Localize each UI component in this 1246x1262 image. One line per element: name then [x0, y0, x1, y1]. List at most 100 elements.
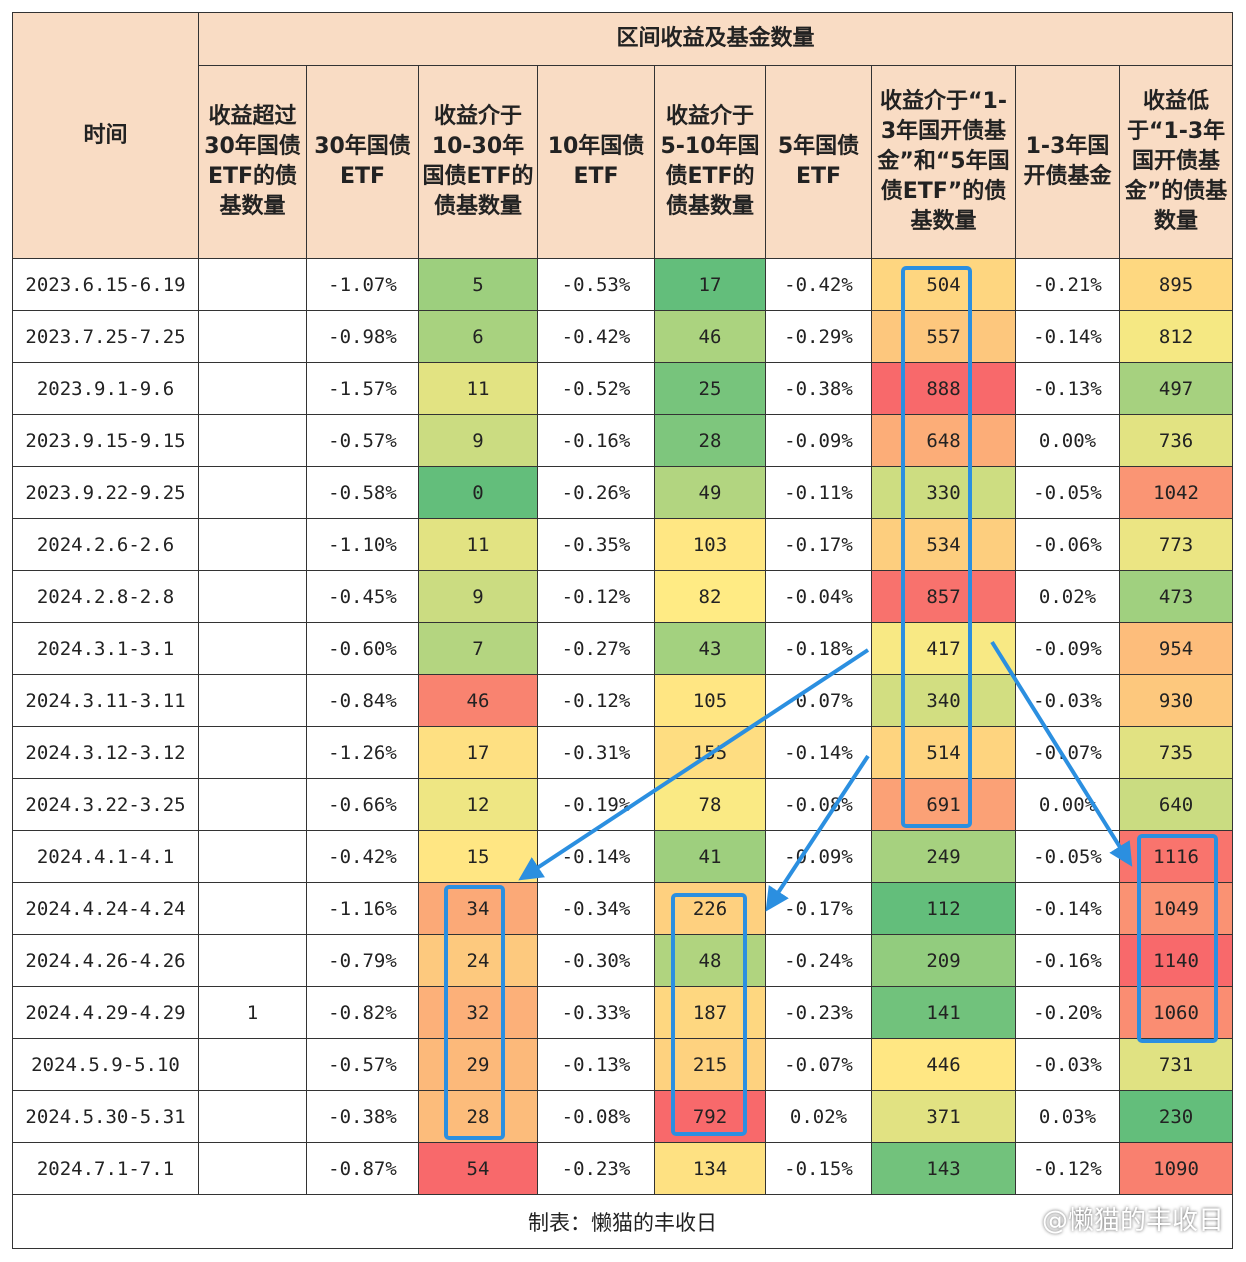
- value-cell: -0.12%: [537, 570, 655, 623]
- date-cell: 2024.7.1-7.1: [12, 1142, 199, 1195]
- footer: 制表：懒猫的丰收日: [11, 1194, 1234, 1249]
- value-cell: 9: [418, 414, 538, 467]
- value-cell: 534: [871, 518, 1016, 571]
- header-cell: 收益低于“1-3年国开债基金”的债基数量: [1118, 65, 1234, 259]
- date-cell: 2023.9.1-9.6: [12, 362, 199, 415]
- value-cell: 28: [418, 1090, 538, 1143]
- value-cell: 0.02%: [765, 1090, 872, 1143]
- value-cell: -0.14%: [1015, 882, 1120, 935]
- value-cell: -0.09%: [765, 830, 872, 883]
- header-cell: 1-3年国开债基金: [1015, 65, 1120, 259]
- value-cell: -0.57%: [306, 1038, 419, 1091]
- date-cell: 2023.6.15-6.19: [12, 258, 199, 311]
- value-cell: -0.79%: [306, 934, 419, 987]
- value-cell: 215: [654, 1038, 766, 1091]
- value-cell: -1.07%: [306, 258, 419, 311]
- value-cell: -0.42%: [537, 310, 655, 363]
- value-cell: [198, 570, 307, 623]
- value-cell: 48: [654, 934, 766, 987]
- value-cell: -0.16%: [537, 414, 655, 467]
- value-cell: 7: [418, 622, 538, 675]
- value-cell: -0.30%: [537, 934, 655, 987]
- value-cell: -0.09%: [765, 414, 872, 467]
- watermark: @懒猫的丰收日: [1041, 1206, 1224, 1236]
- value-cell: -0.20%: [1015, 986, 1120, 1039]
- value-cell: 497: [1118, 362, 1234, 415]
- value-cell: -0.34%: [537, 882, 655, 935]
- value-cell: 226: [654, 882, 766, 935]
- value-cell: -0.53%: [537, 258, 655, 311]
- value-cell: [198, 466, 307, 519]
- value-cell: 504: [871, 258, 1016, 311]
- date-cell: 2023.9.15-9.15: [12, 414, 199, 467]
- header-cell: 收益介于10-30年国债ETF的债基数量: [418, 65, 538, 259]
- value-cell: -0.14%: [1015, 310, 1120, 363]
- data-table: 时间 区间收益及基金数量 收益超过30年国债ETF的债基数量 30年国债ETF …: [11, 12, 1234, 1249]
- value-cell: 1042: [1118, 466, 1234, 519]
- value-cell: -0.13%: [537, 1038, 655, 1091]
- value-cell: -0.60%: [306, 622, 419, 675]
- value-cell: -0.07%: [765, 674, 872, 727]
- header-cell: 收益介于“1-3年国开债基金”和“5年国债ETF”的债基数量: [871, 65, 1016, 259]
- value-cell: 691: [871, 778, 1016, 831]
- value-cell: 340: [871, 674, 1016, 727]
- value-cell: -0.29%: [765, 310, 872, 363]
- date-cell: 2024.3.1-3.1: [12, 622, 199, 675]
- value-cell: 78: [654, 778, 766, 831]
- value-cell: 1090: [1118, 1142, 1234, 1195]
- table-row: 2024.5.30-5.31 -0.38% 28 -0.08% 792 0.02% 371 0…: [12, 1090, 1234, 1143]
- value-cell: -0.07%: [765, 1038, 872, 1091]
- value-cell: -0.05%: [1015, 830, 1120, 883]
- value-cell: 640: [1118, 778, 1234, 831]
- value-cell: 105: [654, 674, 766, 727]
- value-cell: -0.82%: [306, 986, 419, 1039]
- value-cell: 731: [1118, 1038, 1234, 1091]
- header-cell: 收益介于5-10年国债ETF的债基数量: [654, 65, 766, 259]
- value-cell: 46: [654, 310, 766, 363]
- value-cell: 15: [418, 830, 538, 883]
- value-cell: 24: [418, 934, 538, 987]
- value-cell: 0.00%: [1015, 778, 1120, 831]
- value-cell: -0.19%: [537, 778, 655, 831]
- table-row: 2024.7.1-7.1 -0.87% 54 -0.23% 134 -0.15% 143 -0…: [12, 1142, 1234, 1195]
- value-cell: [198, 518, 307, 571]
- value-cell: 141: [871, 986, 1016, 1039]
- value-cell: -1.57%: [306, 362, 419, 415]
- value-cell: -0.09%: [1015, 622, 1120, 675]
- value-cell: 41: [654, 830, 766, 883]
- value-cell: -0.08%: [765, 778, 872, 831]
- value-cell: 32: [418, 986, 538, 1039]
- value-cell: 29: [418, 1038, 538, 1091]
- value-cell: [198, 414, 307, 467]
- value-cell: 134: [654, 1142, 766, 1195]
- value-cell: 143: [871, 1142, 1016, 1195]
- value-cell: 473: [1118, 570, 1234, 623]
- value-cell: -0.27%: [537, 622, 655, 675]
- value-cell: 0.03%: [1015, 1090, 1120, 1143]
- value-cell: 112: [871, 882, 1016, 935]
- value-cell: 9: [418, 570, 538, 623]
- group-header: 区间收益及基金数量: [197, 12, 1234, 66]
- value-cell: -0.04%: [765, 570, 872, 623]
- value-cell: -0.08%: [537, 1090, 655, 1143]
- value-cell: -0.24%: [765, 934, 872, 987]
- date-cell: 2024.4.26-4.26: [12, 934, 199, 987]
- value-cell: 736: [1118, 414, 1234, 467]
- value-cell: -0.05%: [1015, 466, 1120, 519]
- date-cell: 2024.3.12-3.12: [12, 726, 199, 779]
- date-cell: 2024.2.8-2.8: [12, 570, 199, 623]
- value-cell: -0.14%: [537, 830, 655, 883]
- value-cell: 5: [418, 258, 538, 311]
- table-row: 2024.4.1-4.1 -0.42% 15 -0.14% 41 -0.09% 249 -0.…: [12, 830, 1234, 883]
- value-cell: -0.17%: [765, 882, 872, 935]
- value-cell: -0.18%: [765, 622, 872, 675]
- table-row: 2024.4.26-4.26 -0.79% 24 -0.30% 48 -0.24% 209-…: [12, 934, 1234, 987]
- header-cell: 30年国债ETF: [306, 65, 419, 259]
- table-row: 2024.2.8-2.8 -0.45% 9 -0.12% 82 -0.04% 857 0.02…: [12, 570, 1234, 623]
- date-cell: 2024.4.24-4.24: [12, 882, 199, 935]
- value-cell: [198, 882, 307, 935]
- value-cell: -0.87%: [306, 1142, 419, 1195]
- value-cell: 417: [871, 622, 1016, 675]
- value-cell: 11: [418, 362, 538, 415]
